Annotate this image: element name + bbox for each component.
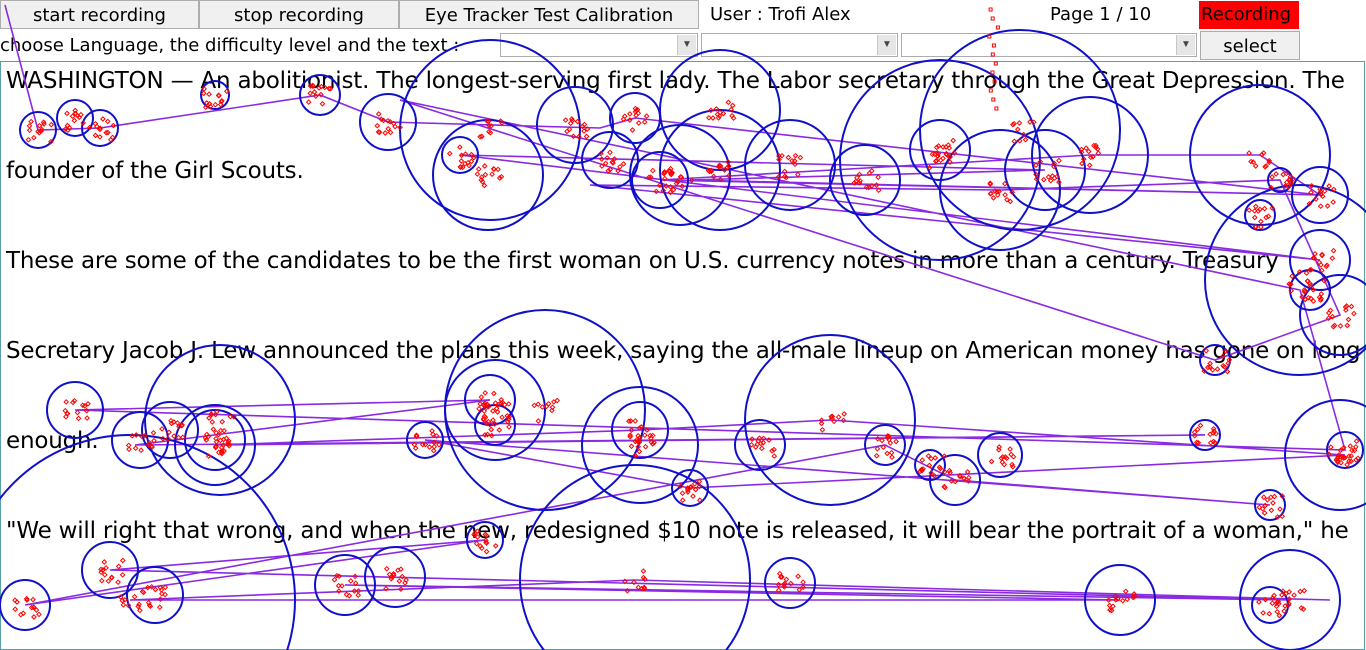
text-line: WASHINGTON — An abolitionist. The longes…: [6, 68, 1345, 94]
text-line: "We will right that wrong, and when the …: [6, 518, 1349, 544]
selection-prompt: choose Language, the difficulty level an…: [0, 35, 460, 56]
chevron-down-icon[interactable]: ▼: [877, 35, 896, 55]
text-line: Secretary Jacob J. Lew announced the pla…: [6, 338, 1361, 364]
recording-status-badge: Recording: [1199, 1, 1299, 29]
language-select[interactable]: ▼: [500, 33, 698, 57]
chevron-down-icon[interactable]: ▼: [677, 35, 696, 55]
toolbar: start recording stop recording Eye Track…: [0, 0, 1366, 30]
selection-row: choose Language, the difficulty level an…: [0, 31, 1366, 60]
text-line: founder of the Girl Scouts.: [6, 158, 304, 184]
select-button[interactable]: select: [1200, 31, 1300, 60]
chevron-down-icon[interactable]: ▼: [1176, 35, 1195, 55]
text-select[interactable]: ▼: [901, 33, 1197, 57]
start-recording-button[interactable]: start recording: [0, 0, 199, 29]
calibration-button[interactable]: Eye Tracker Test Calibration: [399, 0, 699, 29]
stop-recording-button[interactable]: stop recording: [199, 0, 399, 29]
text-line: enough.: [6, 428, 99, 454]
difficulty-select[interactable]: ▼: [701, 33, 898, 57]
text-line: These are some of the candidates to be t…: [6, 248, 1279, 274]
user-label: User : Trofi Alex: [710, 4, 851, 25]
page-indicator: Page 1 / 10: [1050, 4, 1152, 25]
